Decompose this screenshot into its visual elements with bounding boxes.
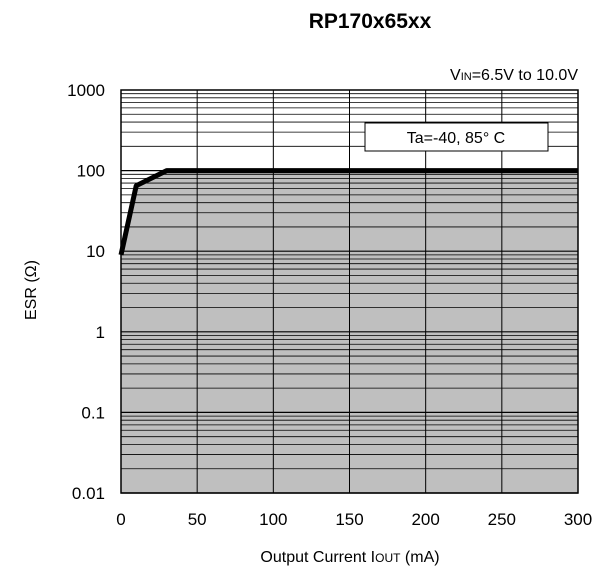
x-tick-label: 50 xyxy=(188,510,207,529)
annotation-box xyxy=(364,122,549,152)
y-tick-label: 1000 xyxy=(67,81,105,100)
x-axis-label-unit: (mA) xyxy=(400,549,439,566)
y-axis-label: ESR (Ω) xyxy=(23,260,40,320)
y-tick-label: 1 xyxy=(96,323,105,342)
x-tick-label: 300 xyxy=(564,510,592,529)
x-axis-label-sub: OUT xyxy=(375,551,401,565)
x-tick-label: 0 xyxy=(116,510,125,529)
x-tick-label: 250 xyxy=(488,510,516,529)
curve-layer xyxy=(118,168,579,256)
x-axis-label: Output Current IOUT (mA) xyxy=(260,549,439,566)
y-tick-label: 0.1 xyxy=(81,403,105,422)
y-tick-label: 0.01 xyxy=(72,484,105,503)
x-axis-label-main: Output Current I xyxy=(260,549,375,566)
plot-frame xyxy=(120,89,579,494)
chart-title: RP170x65xx xyxy=(308,10,432,33)
y-tick-label: 10 xyxy=(86,242,105,261)
tick-labels: 0 50 100 150 200 250 300 0.01 0.1 1 10 100 1000 xyxy=(67,81,592,529)
x-tick-label: 200 xyxy=(411,510,439,529)
y-tick-label: 100 xyxy=(77,162,105,181)
x-tick-label: 150 xyxy=(335,510,363,529)
grid-layer xyxy=(120,89,579,494)
condition-label: VIN=6.5V to 10.0V xyxy=(450,67,578,84)
annotation-label: Ta=-40, 85° C xyxy=(407,130,505,147)
x-tick-label: 100 xyxy=(259,510,287,529)
esr-boundary-line xyxy=(118,168,578,256)
condition-rest: =6.5V to 10.0V xyxy=(472,67,579,84)
condition-main: V xyxy=(450,67,461,84)
condition-sub: IN xyxy=(461,71,472,83)
